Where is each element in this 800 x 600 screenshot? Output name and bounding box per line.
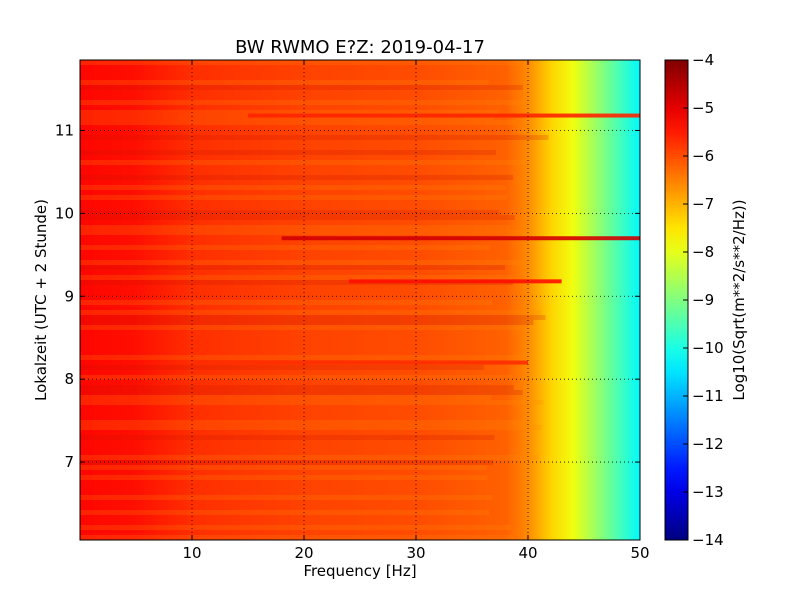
spectrogram-row (80, 465, 487, 470)
colorbar-tick-label: −8 (692, 243, 714, 261)
band-11.18 (248, 113, 640, 118)
colorbar-tick-label: −10 (692, 339, 724, 357)
spectrogram-row (80, 210, 500, 215)
spectrogram-row (80, 80, 489, 85)
spectrogram-row (80, 300, 493, 305)
spectrogram-row (80, 395, 492, 400)
colorbar-tick-label: −5 (692, 99, 714, 117)
colorbar-tick-label: −6 (692, 147, 714, 165)
colorbar-tick-label: −7 (692, 195, 714, 213)
spectrogram-row (80, 425, 542, 430)
spectrogram-row (80, 245, 490, 250)
colorbar-tick-label: −11 (692, 387, 724, 405)
spectrogram-row (80, 315, 546, 320)
x-tick-label: 40 (518, 544, 537, 562)
spectrogram-row (80, 420, 531, 425)
spectrogram-row (80, 435, 495, 440)
spectrogram-row (80, 455, 540, 460)
x-tick-label: 50 (630, 544, 649, 562)
spectrogram-row (80, 355, 533, 360)
y-tick-label: 9 (64, 287, 74, 305)
broadband-band (281, 236, 640, 241)
spectrogram-row (80, 535, 514, 540)
spectrogram-row (80, 160, 529, 165)
spectrogram-row (80, 375, 513, 380)
spectrogram-row (80, 195, 507, 200)
spectrogram-row (80, 495, 493, 500)
spectrogram-row (80, 260, 527, 265)
x-tick-label: 30 (406, 544, 425, 562)
spectrogram-row (80, 320, 534, 325)
plot-frame (79, 59, 641, 541)
colorbar-tick-label: −14 (692, 531, 724, 549)
chart-title: BW RWMO E?Z: 2019-04-17 (235, 37, 485, 58)
spectrogram-row (80, 460, 493, 465)
spectrogram-row (80, 110, 499, 115)
spectrogram-background (80, 60, 640, 540)
spectrogram-row (80, 310, 541, 315)
spectrogram-row (80, 60, 521, 65)
spectrogram-row (80, 275, 513, 280)
spectrogram-row (80, 230, 528, 235)
spectrogram-row (80, 135, 549, 140)
spectrogram-row (80, 185, 506, 190)
colorbar-tick-label: −12 (692, 435, 724, 453)
spectrogram-row (80, 225, 511, 230)
y-tick-label: 7 (64, 453, 74, 471)
spectrogram-row (80, 100, 528, 105)
spectrogram-row (80, 400, 544, 405)
spectrogram-row (80, 175, 514, 180)
y-tick-label: 8 (64, 370, 74, 388)
colorbar-tick-label: −13 (692, 483, 724, 501)
y-tick-label: 11 (55, 121, 74, 139)
spectrogram-row (80, 390, 523, 395)
colorbar-label: Log10(Sqrt(m**2/s**2/Hz)) (730, 199, 748, 400)
colorbar: −4 −5 −6 −7 −8 −9 −10 −11 −12 −13 −14 (664, 51, 724, 549)
y-axis-label: Lokalzeit (UTC + 2 Stunde) (32, 199, 50, 401)
colorbar-tick-label: −4 (692, 51, 714, 69)
spectrogram-row (80, 510, 490, 515)
spectrogram-row (80, 85, 523, 90)
spectrogram-row (80, 150, 496, 155)
plot-area: 10 20 30 40 50 7 8 9 10 11 (55, 59, 650, 562)
spectrogram-row (80, 325, 521, 330)
band-9.18 (348, 279, 562, 284)
x-axis-label: Frequency [Hz] (303, 562, 416, 580)
spectrogram-row (80, 365, 484, 370)
spectrogram-row (80, 120, 516, 125)
spectrogram-row (80, 280, 514, 285)
colorbar-tick-label: −9 (692, 291, 714, 309)
spectrogram-row (80, 265, 506, 270)
spectrogram-row (80, 525, 512, 530)
x-tick-label: 20 (294, 544, 313, 562)
band-8.2 (192, 360, 528, 365)
spectrogram-row (80, 385, 514, 390)
spectrogram-row (80, 475, 488, 480)
y-tick-label: 10 (55, 204, 74, 222)
spectrogram-row (80, 215, 515, 220)
x-tick-label: 10 (182, 544, 201, 562)
